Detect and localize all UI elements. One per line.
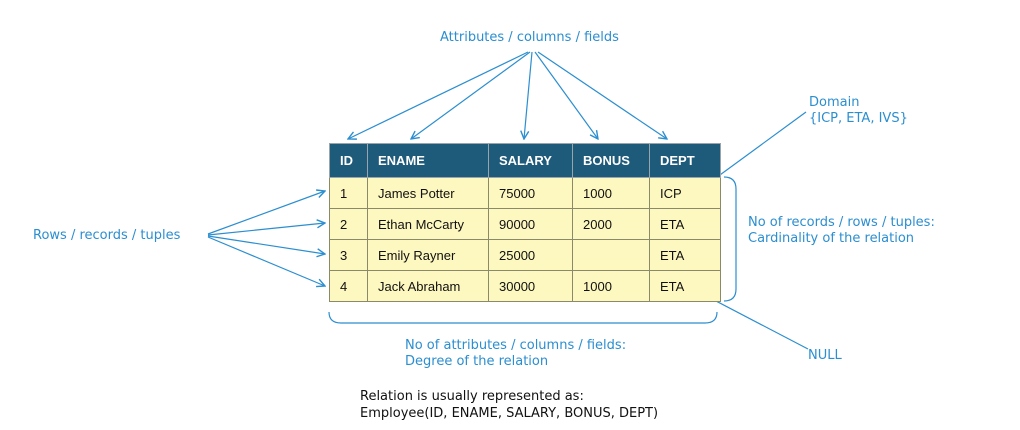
cardinality-label: No of records / rows / tuples: Cardinali… xyxy=(748,215,935,247)
cell-id: 3 xyxy=(329,239,368,271)
degree-brace xyxy=(328,311,718,324)
cardinality-line1: No of records / rows / tuples: xyxy=(748,215,935,230)
cell-salary: 30000 xyxy=(488,270,573,302)
header-id: ID xyxy=(329,143,368,178)
row-arrow-4 xyxy=(207,236,325,286)
rows-label: Rows / records / tuples xyxy=(33,228,181,243)
cell-id: 2 xyxy=(329,208,368,240)
relation-table: ID ENAME SALARY BONUS DEPT 1 James Potte… xyxy=(329,143,721,302)
cell-bonus: 2000 xyxy=(572,208,650,240)
header-bonus: BONUS xyxy=(572,143,650,178)
cell-ename: Jack Abraham xyxy=(367,270,489,302)
header-row: ID ENAME SALARY BONUS DEPT xyxy=(329,143,721,178)
cell-dept: ETA xyxy=(649,270,721,302)
cell-salary: 90000 xyxy=(488,208,573,240)
domain-label: Domain {ICP, ETA, IVS} xyxy=(809,95,908,127)
relation-note: Relation is usually represented as: Empl… xyxy=(360,388,658,422)
table-row: 1 James Potter 75000 1000 ICP xyxy=(329,177,721,209)
attr-arrow-bonus xyxy=(534,51,598,139)
cell-dept: ETA xyxy=(649,239,721,271)
degree-line1: No of attributes / columns / fields: xyxy=(405,338,627,353)
cell-id: 4 xyxy=(329,270,368,302)
cell-bonus: 1000 xyxy=(572,177,650,209)
degree-line2: Degree of the relation xyxy=(405,354,549,369)
cell-dept: ETA xyxy=(649,208,721,240)
table-row: 4 Jack Abraham 30000 1000 ETA xyxy=(329,270,721,302)
cell-ename: Ethan McCarty xyxy=(367,208,489,240)
row-arrow-3 xyxy=(207,235,325,254)
row-arrow-1 xyxy=(207,191,325,235)
cell-ename: Emily Rayner xyxy=(367,239,489,271)
attr-arrow-salary xyxy=(524,51,533,139)
attr-arrow-ename xyxy=(411,51,531,139)
attr-arrow-id xyxy=(348,51,529,139)
header-salary: SALARY xyxy=(488,143,573,178)
header-ename: ENAME xyxy=(367,143,489,178)
table-row: 2 Ethan McCarty 90000 2000 ETA xyxy=(329,208,721,240)
cell-bonus-null xyxy=(572,239,650,271)
cell-bonus: 1000 xyxy=(572,270,650,302)
degree-label: No of attributes / columns / fields: Deg… xyxy=(405,338,626,370)
row-arrow-2 xyxy=(207,223,325,236)
cell-salary: 75000 xyxy=(488,177,573,209)
cell-id: 1 xyxy=(329,177,368,209)
cardinality-line2: Cardinality of the relation xyxy=(748,231,915,246)
domain-values: {ICP, ETA, IVS} xyxy=(809,111,908,126)
domain-title: Domain xyxy=(809,95,860,110)
cardinality-brace xyxy=(723,176,737,302)
attributes-label: Attributes / columns / fields xyxy=(440,30,619,45)
attr-arrow-dept xyxy=(537,51,667,139)
header-dept: DEPT xyxy=(649,143,721,178)
table-row: 3 Emily Rayner 25000 ETA xyxy=(329,239,721,271)
cell-dept: ICP xyxy=(649,177,721,209)
cell-salary: 25000 xyxy=(488,239,573,271)
note-line2: Employee(ID, ENAME, SALARY, BONUS, DEPT) xyxy=(360,406,659,421)
cell-ename: James Potter xyxy=(367,177,489,209)
null-label: NULL xyxy=(808,348,842,363)
note-line1: Relation is usually represented as: xyxy=(360,389,584,404)
